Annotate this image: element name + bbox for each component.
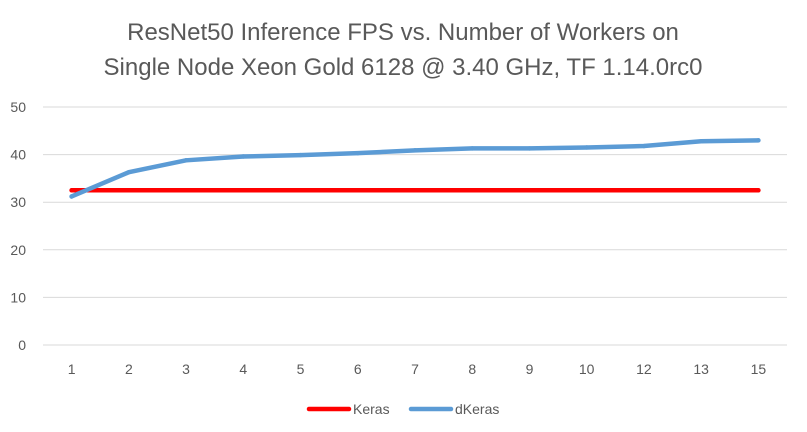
data-point-dkeras	[126, 170, 132, 175]
x-tick-label: 3	[182, 361, 190, 377]
y-tick-label: 0	[18, 337, 26, 353]
data-point-dkeras	[412, 148, 418, 153]
data-point-dkeras	[241, 154, 246, 159]
legend-label-dkeras: dKeras	[455, 401, 499, 417]
gridlines	[43, 106, 787, 346]
series-lines	[69, 138, 761, 199]
data-point-dkeras	[298, 152, 303, 158]
x-tick-label: 12	[636, 361, 652, 377]
data-point-dkeras	[756, 138, 761, 143]
x-tick-label: 10	[579, 361, 595, 377]
chart-title-line-1: ResNet50 Inference FPS vs. Number of Wor…	[127, 19, 679, 46]
legend-label-keras: Keras	[353, 401, 390, 417]
data-point-dkeras	[183, 158, 189, 163]
x-tick-label: 13	[693, 361, 709, 377]
data-point-keras	[355, 188, 360, 193]
x-tick-label: 6	[354, 361, 362, 377]
data-point-keras	[470, 188, 475, 193]
data-point-keras	[698, 188, 704, 193]
y-tick-label: 20	[10, 242, 26, 258]
legend: Keras dKeras	[306, 401, 499, 417]
y-axis-ticks: 0 10 20 30 40 50	[10, 99, 26, 353]
data-point-keras	[241, 188, 246, 193]
data-point-keras	[126, 188, 132, 193]
data-point-dkeras	[641, 143, 647, 149]
data-point-keras	[527, 188, 532, 193]
y-tick-label: 10	[10, 289, 26, 305]
x-tick-label: 1	[68, 361, 76, 377]
data-point-keras	[183, 188, 189, 193]
y-tick-label: 40	[10, 147, 26, 163]
x-tick-label: 7	[411, 361, 419, 377]
data-point-dkeras	[355, 150, 360, 156]
data-point-dkeras	[470, 146, 475, 151]
data-point-dkeras	[527, 146, 532, 151]
data-point-keras	[641, 188, 647, 193]
data-point-dkeras	[698, 139, 704, 144]
y-tick-label: 50	[10, 99, 26, 115]
x-tick-label: 5	[297, 361, 305, 377]
y-tick-label: 30	[10, 194, 26, 210]
data-point-keras	[584, 188, 589, 193]
data-point-keras	[412, 188, 418, 193]
data-point-keras	[756, 188, 761, 193]
data-point-keras	[298, 188, 303, 193]
data-point-keras	[69, 188, 74, 193]
data-point-dkeras	[584, 145, 589, 150]
chart-title-line-2: Single Node Xeon Gold 6128 @ 3.40 GHz, T…	[104, 54, 703, 81]
x-tick-label: 2	[125, 361, 133, 377]
x-axis-ticks: 1 2 3 4 5 6 7 8 9 10 12 13 15	[68, 361, 767, 377]
x-tick-label: 15	[751, 361, 767, 377]
x-tick-label: 9	[526, 361, 534, 377]
x-tick-label: 4	[239, 361, 247, 377]
x-tick-label: 8	[468, 361, 476, 377]
data-point-dkeras	[69, 194, 74, 199]
